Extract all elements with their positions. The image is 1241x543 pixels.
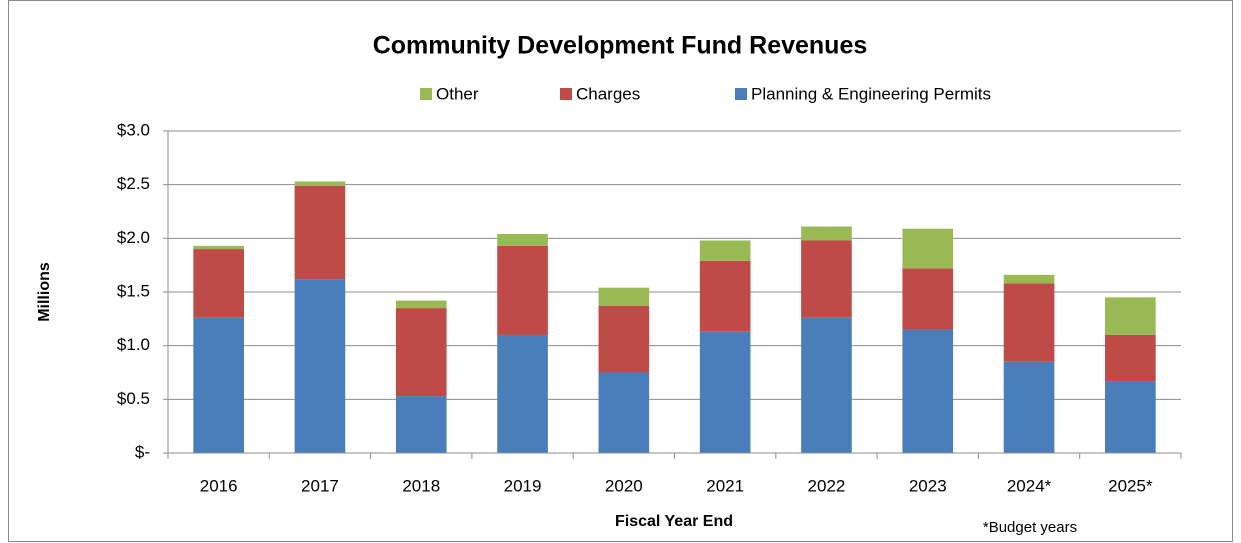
y-tick-label: $3.0 — [117, 120, 150, 139]
x-tick-label: 2025* — [1108, 476, 1153, 495]
legend-swatch — [420, 88, 432, 100]
bar-segment — [598, 372, 650, 453]
bar-segment — [801, 226, 852, 241]
chart-title: Community Development Fund Revenues — [373, 32, 868, 60]
y-axis-label: Millions — [36, 262, 53, 322]
legend-label: Other — [436, 84, 479, 103]
bar-segment — [1003, 283, 1055, 362]
y-tick-label: $0.5 — [117, 389, 150, 408]
x-axis-label: Fiscal Year End — [615, 513, 733, 530]
x-tick-label: 2020 — [605, 476, 643, 495]
bar-segment — [902, 228, 954, 269]
bar-segment — [497, 334, 548, 453]
x-tick-label: 2023 — [909, 476, 947, 495]
bar-segment — [497, 245, 548, 335]
bar-segment — [193, 249, 244, 318]
bar-segment — [699, 240, 751, 261]
legend-swatch — [560, 88, 572, 100]
bar-segment — [699, 260, 751, 332]
bar-segment — [1105, 334, 1156, 382]
bar-segment — [1105, 297, 1156, 335]
y-tick-label: $1.0 — [117, 335, 150, 354]
y-tick-label: $2.5 — [117, 174, 150, 193]
bar-segment — [801, 240, 852, 318]
bar-segment — [1003, 274, 1055, 284]
bar-segment — [902, 268, 954, 330]
bar-segment — [1003, 361, 1055, 453]
x-tick-label: 2021 — [706, 476, 744, 495]
bar-segment — [598, 287, 650, 306]
bar-segment — [699, 331, 751, 453]
x-tick-label: 2017 — [301, 476, 339, 495]
legend-label: Planning & Engineering Permits — [751, 84, 991, 103]
annotation: *Budget years — [983, 519, 1077, 536]
x-tick-label: 2024* — [1007, 476, 1052, 495]
bar-segment — [193, 245, 244, 250]
chart-border — [8, 0, 1233, 542]
bar-segment — [294, 181, 346, 186]
legend-label: Charges — [576, 84, 640, 103]
y-tick-label: $2.0 — [117, 228, 150, 247]
bar-segment — [1105, 381, 1156, 453]
bar-segment — [395, 300, 447, 309]
bar-segment — [294, 185, 346, 280]
bar-segment — [395, 308, 447, 397]
y-tick-label: $1.5 — [117, 281, 150, 300]
bar-segment — [801, 317, 852, 453]
legend-swatch — [735, 88, 747, 100]
bar-segment — [294, 279, 346, 453]
bar-segment — [902, 329, 954, 453]
x-tick-label: 2016 — [200, 476, 238, 495]
x-tick-label: 2019 — [504, 476, 542, 495]
y-tick-label: $- — [135, 442, 150, 461]
x-tick-label: 2022 — [808, 476, 846, 495]
bar-segment — [497, 234, 548, 246]
bar-segment — [598, 305, 650, 373]
bar-segment — [193, 317, 244, 453]
x-tick-label: 2018 — [402, 476, 440, 495]
bar-segment — [395, 396, 447, 453]
